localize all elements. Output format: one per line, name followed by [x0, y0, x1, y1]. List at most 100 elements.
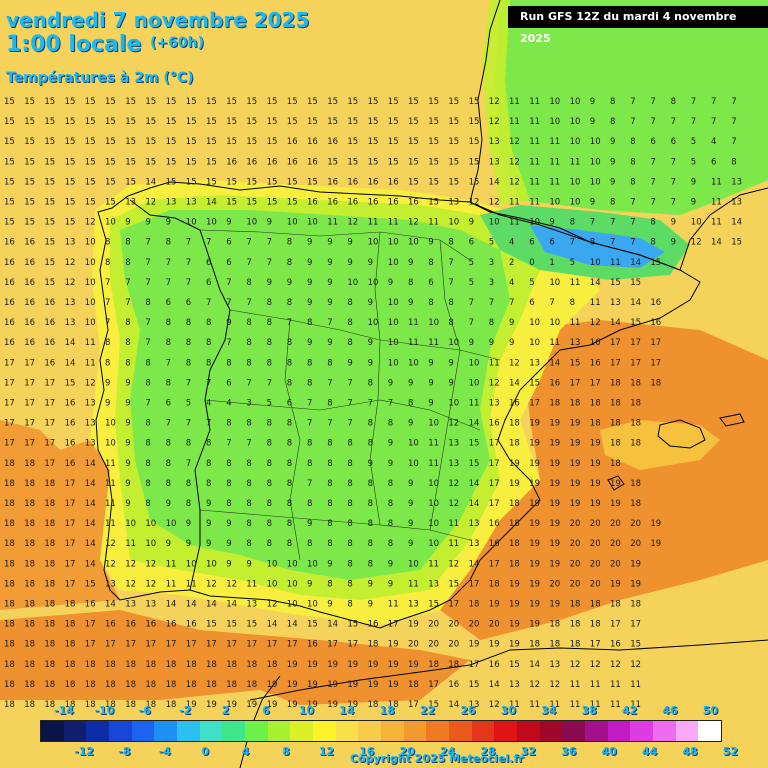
temperature-value: 17	[65, 479, 76, 489]
temperature-value: 9	[125, 439, 130, 449]
temperature-value: 10	[85, 258, 96, 268]
temperature-value: 11	[630, 700, 641, 710]
temperature-value: 17	[125, 640, 136, 650]
temperature-value: 7	[145, 238, 150, 248]
temperature-value: 10	[549, 97, 560, 107]
temperature-value: 15	[388, 97, 399, 107]
temperature-value: 14	[105, 600, 116, 610]
temperature-value: 18	[4, 700, 15, 710]
legend-label-lower: -8	[118, 745, 131, 758]
temperature-value: 14	[267, 620, 278, 630]
legend-label-lower: 8	[282, 745, 290, 758]
temperature-value: 8	[368, 559, 373, 569]
temperature-value: 9	[368, 258, 373, 268]
temperature-value: 18	[24, 660, 35, 670]
temperature-value: 9	[610, 157, 615, 167]
temperature-value: 7	[469, 318, 474, 328]
temperature-value: 10	[428, 419, 439, 429]
temperature-value: 7	[166, 358, 171, 368]
temperature-value: 8	[671, 97, 676, 107]
temperature-value: 18	[4, 640, 15, 650]
temperature-value: 7	[731, 97, 736, 107]
temperature-value: 15	[125, 157, 136, 167]
temperature-value: 11	[509, 218, 520, 228]
temperature-value: 13	[65, 318, 76, 328]
temperature-value: 11	[630, 680, 641, 690]
temperature-value: 18	[44, 620, 55, 630]
temperature-value: 9	[125, 499, 130, 509]
temperature-value: 12	[105, 539, 116, 549]
temperature-value: 8	[267, 499, 272, 509]
temperature-value: 7	[287, 318, 292, 328]
temperature-value: 6	[287, 399, 292, 409]
temperature-value: 18	[24, 539, 35, 549]
temperature-value: 9	[610, 177, 615, 187]
temperature-value: 11	[408, 579, 419, 589]
temperature-value: 15	[85, 157, 96, 167]
temperature-value: 8	[267, 338, 272, 348]
temperature-value: 7	[549, 298, 554, 308]
legend-label-lower: 40	[601, 745, 617, 758]
temperature-value: 7	[145, 318, 150, 328]
temperature-value: 9	[610, 137, 615, 147]
temperature-value: 19	[489, 600, 500, 610]
temperature-value: 18	[610, 419, 621, 429]
legend-label-upper: 6	[262, 704, 270, 717]
temperature-value: 12	[509, 177, 520, 187]
temperature-value: 16	[24, 298, 35, 308]
temperature-value: 9	[408, 539, 413, 549]
temperature-value: 12	[267, 600, 278, 610]
temperature-value: 18	[630, 439, 641, 449]
temperature-value: 8	[287, 419, 292, 429]
temperature-value: 15	[408, 137, 419, 147]
temperature-value: 8	[307, 499, 312, 509]
temperature-value: 8	[347, 600, 352, 610]
temperature-value: 19	[267, 700, 278, 710]
temperature-value: 11	[509, 117, 520, 127]
temperature-value: 18	[65, 680, 76, 690]
temperature-value: 10	[85, 238, 96, 248]
temperature-value: 18	[24, 459, 35, 469]
temperature-value: 17	[630, 620, 641, 630]
temperature-value: 8	[145, 419, 150, 429]
temperature-value: 12	[85, 218, 96, 228]
temperature-value: 8	[166, 378, 171, 388]
temperature-value: 15	[44, 157, 55, 167]
temperature-value: 19	[610, 579, 621, 589]
temperature-value: 10	[145, 519, 156, 529]
temperature-value: 17	[489, 479, 500, 489]
temperature-value: 15	[4, 97, 15, 107]
temperature-value: 9	[125, 399, 130, 409]
temperature-value: 15	[408, 117, 419, 127]
temperature-value: 14	[85, 559, 96, 569]
temperature-value: 10	[388, 258, 399, 268]
temperature-value: 9	[226, 318, 231, 328]
temperature-value: 9	[671, 238, 676, 248]
temperature-value: 17	[85, 640, 96, 650]
temperature-value: 8	[166, 459, 171, 469]
legend-swatch	[675, 721, 699, 741]
temperature-value: 7	[166, 278, 171, 288]
temperature-value: 8	[186, 499, 191, 509]
temperature-value: 6	[186, 298, 191, 308]
temperature-value: 9	[105, 378, 110, 388]
temperature-value: 8	[166, 479, 171, 489]
legend-swatch	[449, 721, 472, 741]
temperature-value: 8	[287, 539, 292, 549]
temperature-value: 18	[44, 559, 55, 569]
temperature-value: 11	[105, 479, 116, 489]
temperature-value: 20	[428, 620, 439, 630]
temperature-value: 9	[327, 298, 332, 308]
temperature-value: 15	[166, 117, 177, 127]
temperature-value: 9	[671, 218, 676, 228]
temperature-value: 19	[570, 439, 581, 449]
temperature-value: 11	[469, 399, 480, 409]
mallorca-outline	[657, 419, 706, 449]
temperature-value: 14	[469, 479, 480, 489]
temperature-value: 7	[186, 278, 191, 288]
temperature-value: 19	[590, 499, 601, 509]
temperature-value: 5	[267, 399, 272, 409]
temperature-value: 8	[246, 459, 251, 469]
temperature-value: 10	[590, 137, 601, 147]
temperature-value: 20	[630, 539, 641, 549]
